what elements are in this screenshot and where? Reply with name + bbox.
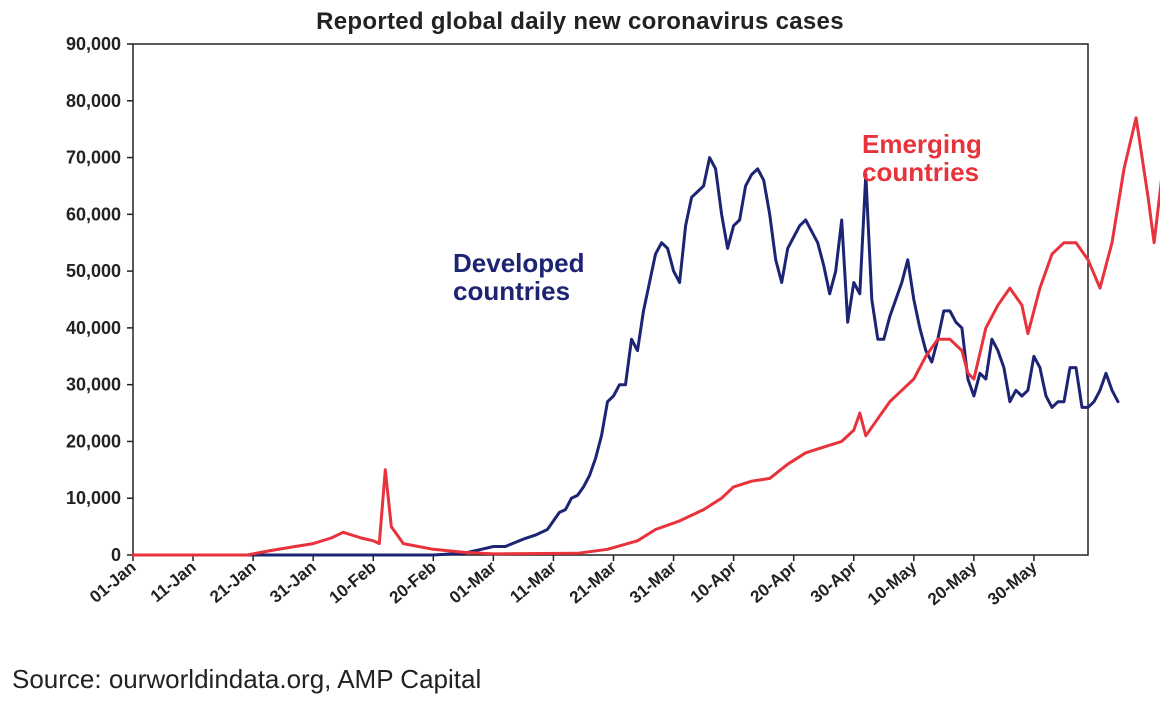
x-tick-label: 20-Apr <box>747 557 801 606</box>
y-tick-label: 90,000 <box>66 34 121 54</box>
emerging-countries-label-line2: countries <box>862 157 979 187</box>
y-tick-label: 70,000 <box>66 148 121 168</box>
y-tick-label: 50,000 <box>66 261 121 281</box>
x-tick-label: 20-May <box>924 557 981 609</box>
line-chart: 0 10,000 20,000 30,000 40,000 50,000 60,000 70,… <box>66 34 1160 609</box>
x-tick-label: 11-Jan <box>147 558 200 607</box>
developed-countries-line <box>131 156 1120 557</box>
x-tick-label: 21-Mar <box>566 557 620 607</box>
y-tick-label: 60,000 <box>66 204 121 224</box>
x-tick-label: 31-Jan <box>266 558 319 607</box>
x-tick-label: 30-Apr <box>807 557 861 606</box>
x-axis: 01-Jan 11-Jan 21-Jan 31-Jan 10-Feb 20-Feb 01-M… <box>86 555 1041 609</box>
emerging-countries-label: Emerging <box>862 129 982 159</box>
series-lines <box>131 116 1160 557</box>
x-tick-label: 11-Mar <box>507 557 561 606</box>
x-tick-label: 10-May <box>864 557 921 609</box>
x-tick-label: 20-Feb <box>386 558 440 608</box>
developed-countries-label: Developed <box>453 248 585 278</box>
y-tick-label: 10,000 <box>66 488 121 508</box>
source-note: Source: ourworldindata.org, AMP Capital <box>12 664 482 694</box>
y-axis: 0 10,000 20,000 30,000 40,000 50,000 60,000 70,… <box>66 34 133 565</box>
x-tick-label: 10-Apr <box>687 557 741 606</box>
x-tick-label: 01-Mar <box>446 557 500 607</box>
x-tick-label: 30-May <box>984 557 1041 609</box>
x-tick-label: 10-Feb <box>326 558 380 608</box>
emerging-countries-line <box>131 116 1160 557</box>
y-tick-label: 30,000 <box>66 375 121 395</box>
plot-frame <box>132 43 1089 556</box>
y-tick-label: 80,000 <box>66 91 121 111</box>
y-tick-label: 0 <box>111 545 121 565</box>
x-tick-label: 31-Mar <box>626 557 680 607</box>
chart-title: Reported global daily new coronavirus ca… <box>316 8 844 35</box>
developed-countries-label-line2: countries <box>453 276 570 306</box>
y-tick-label: 40,000 <box>66 318 121 338</box>
x-tick-label: 21-Jan <box>206 558 259 607</box>
y-tick-label: 20,000 <box>66 431 121 451</box>
